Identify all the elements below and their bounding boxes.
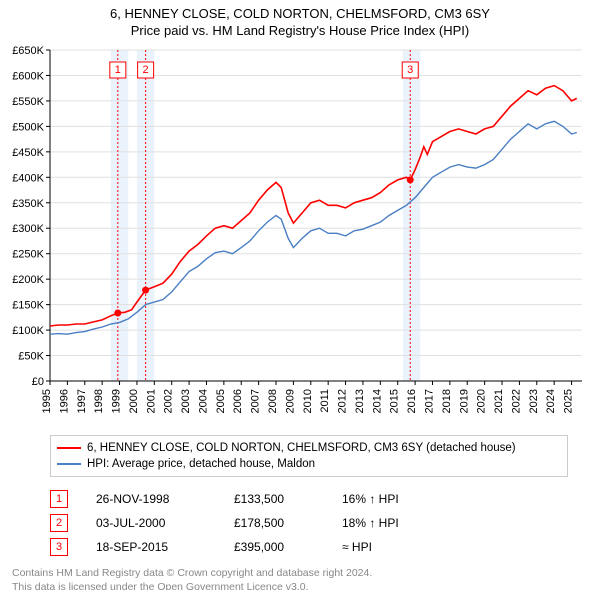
legend-label: 6, HENNEY CLOSE, COLD NORTON, CHELMSFORD… (87, 440, 516, 456)
x-axis-label: 2001 (145, 389, 157, 413)
x-axis-label: 2023 (528, 389, 540, 413)
callout-label: 2 (143, 64, 149, 76)
x-axis-label: 1999 (111, 389, 123, 413)
annotation-price: £395,000 (234, 540, 314, 554)
x-axis-label: 1997 (76, 389, 88, 413)
legend-label: HPI: Average price, detached house, Mald… (87, 456, 315, 472)
legend-row: 6, HENNEY CLOSE, COLD NORTON, CHELMSFORD… (57, 440, 561, 456)
y-axis-label: £500K (12, 121, 44, 133)
x-axis-label: 2003 (180, 389, 192, 413)
footer-line1: Contains HM Land Registry data © Crown c… (12, 567, 588, 581)
chart-band (111, 50, 128, 381)
x-axis-label: 2009 (284, 389, 296, 413)
x-axis-label: 2019 (458, 389, 470, 413)
x-axis-label: 2017 (423, 389, 435, 413)
annotation-date: 18-SEP-2015 (96, 540, 206, 554)
y-axis-label: £200K (12, 274, 44, 286)
chart-svg: £0 £50K £100K £150K £200K £250K £300K £350K £400… (0, 44, 600, 429)
page-title-line2: Price paid vs. HM Land Registry's House … (0, 23, 600, 44)
x-axis-label: 1996 (58, 389, 70, 413)
annotation-diff: 18% ↑ HPI (342, 516, 432, 530)
footer-line2: This data is licensed under the Open Gov… (12, 581, 588, 590)
chart-band (403, 50, 420, 381)
chart-legend: 6, HENNEY CLOSE, COLD NORTON, CHELMSFORD… (50, 435, 568, 477)
y-axis-label: £100K (12, 325, 44, 337)
y-axis-label: £0 (32, 376, 44, 388)
x-axis-label: 2007 (250, 389, 262, 413)
data-marker (114, 309, 121, 316)
x-axis-label: 2011 (319, 389, 331, 413)
x-axis-label: 2018 (441, 389, 453, 413)
callout-label: 3 (407, 64, 413, 76)
annotation-table: 1 26-NOV-1998 £133,500 16% ↑ HPI 2 03-JUL-200… (50, 487, 568, 559)
x-axis-label: 2022 (510, 389, 522, 413)
annotation-diff: ≈ HPI (342, 540, 432, 554)
annotation-price: £178,500 (234, 516, 314, 530)
x-axis-label: 2013 (354, 389, 366, 413)
x-axis-label: 2020 (476, 389, 488, 413)
legend-row: HPI: Average price, detached house, Mald… (57, 456, 561, 472)
series-property (50, 85, 577, 325)
x-axis-label: 2015 (389, 389, 401, 413)
x-axis-label: 1995 (41, 389, 53, 413)
y-axis-label: £50K (18, 350, 44, 362)
y-axis-label: £300K (12, 223, 44, 235)
x-axis-label: 2005 (215, 389, 227, 413)
x-axis-label: 2010 (302, 389, 314, 413)
y-axis-label: £600K (12, 70, 44, 82)
x-axis-label: 2006 (232, 389, 244, 413)
y-axis-label: £650K (12, 45, 44, 57)
x-axis-label: 1998 (93, 389, 105, 413)
legend-swatch (57, 463, 81, 465)
x-axis-label: 2016 (406, 389, 418, 413)
x-axis-label: 2025 (563, 389, 575, 413)
annotation-diff: 16% ↑ HPI (342, 492, 432, 506)
annotation-row: 3 18-SEP-2015 £395,000 ≈ HPI (50, 535, 568, 559)
y-axis-label: £400K (12, 172, 44, 184)
price-chart: £0 £50K £100K £150K £200K £250K £300K £350K £400… (0, 44, 600, 429)
annotation-number-box: 1 (50, 490, 68, 508)
annotation-row: 2 03-JUL-2000 £178,500 18% ↑ HPI (50, 511, 568, 535)
data-marker (407, 176, 414, 183)
page-title-line1: 6, HENNEY CLOSE, COLD NORTON, CHELMSFORD… (0, 0, 600, 23)
data-marker (142, 286, 149, 293)
x-axis-label: 2024 (545, 389, 557, 413)
y-axis-label: £250K (12, 248, 44, 260)
annotation-row: 1 26-NOV-1998 £133,500 16% ↑ HPI (50, 487, 568, 511)
x-axis-label: 2000 (128, 389, 140, 413)
x-axis-label: 2021 (493, 389, 505, 413)
annotation-number-box: 3 (50, 538, 68, 556)
x-axis-label: 2002 (163, 389, 175, 413)
x-axis-label: 2008 (267, 389, 279, 413)
callout-label: 1 (115, 64, 121, 76)
y-axis-label: £450K (12, 147, 44, 159)
y-axis-label: £150K (12, 299, 44, 311)
x-axis-label: 2004 (197, 389, 209, 413)
x-axis-label: 2014 (371, 389, 383, 413)
annotation-date: 03-JUL-2000 (96, 516, 206, 530)
annotation-date: 26-NOV-1998 (96, 492, 206, 506)
legend-swatch (57, 447, 81, 449)
annotation-number-box: 2 (50, 514, 68, 532)
x-axis-label: 2012 (337, 389, 349, 413)
footer-attribution: Contains HM Land Registry data © Crown c… (12, 567, 588, 590)
y-axis-label: £350K (12, 198, 44, 210)
y-axis-label: £550K (12, 96, 44, 108)
annotation-price: £133,500 (234, 492, 314, 506)
